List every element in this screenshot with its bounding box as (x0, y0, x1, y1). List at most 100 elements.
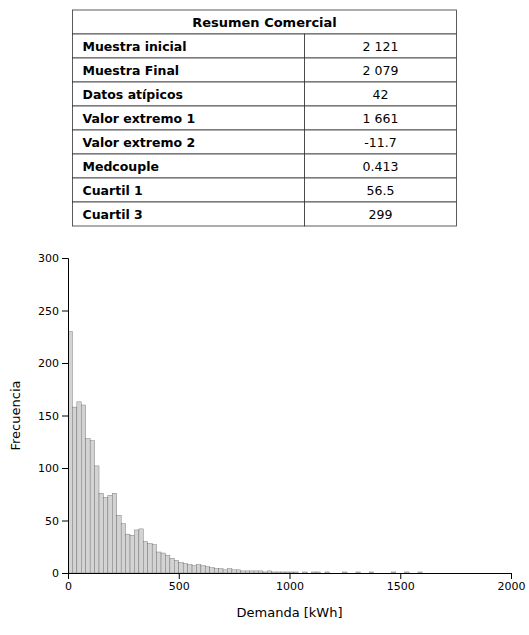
y-tick-mark (62, 468, 68, 469)
histogram-bar (329, 573, 333, 574)
table-row-label: Cuartil 1 (83, 183, 143, 198)
histogram-bar (139, 529, 143, 573)
table-cell (73, 130, 305, 154)
histogram-bar (405, 572, 409, 573)
histogram-bar (365, 573, 369, 574)
histogram-bar (400, 573, 404, 574)
table-cell (305, 178, 457, 202)
table-value: 2 079 (363, 63, 399, 78)
x-axis: 0500100015002000 (65, 573, 526, 593)
histogram-bar (219, 569, 223, 573)
histogram-bar (143, 542, 147, 574)
histogram-bar (130, 535, 134, 573)
table-cell (305, 154, 457, 178)
x-tick-mark (511, 573, 512, 579)
histogram: 0500100015002000050100150200250300Demand… (8, 252, 526, 620)
histogram-bar (258, 571, 262, 573)
histogram-bar (307, 573, 311, 574)
histogram-bar (117, 515, 121, 573)
histogram-bar (103, 497, 107, 573)
y-tick: 0 (52, 567, 68, 580)
y-tick-label: 50 (45, 515, 59, 528)
table-cell (73, 58, 305, 82)
histogram-bar (360, 573, 364, 574)
table-value: 299 (369, 207, 393, 222)
table-cell (73, 154, 305, 178)
table-row-label: Valor extremo 2 (83, 135, 196, 150)
histogram-bar (241, 571, 245, 573)
histogram-bar (267, 571, 271, 573)
x-tick-mark (290, 573, 291, 579)
table-value: 42 (373, 87, 389, 102)
histogram-bar (396, 573, 400, 574)
table-row-label: Datos atípicos (83, 87, 184, 102)
y-axis-title: Frecuencia (8, 381, 23, 451)
y-tick-mark (62, 363, 68, 364)
table-value: 0.413 (363, 159, 399, 174)
table-row: Cuartil 3299 (73, 202, 457, 226)
histogram-bar (161, 553, 165, 573)
histogram-bar (272, 572, 276, 573)
table-cell (305, 130, 457, 154)
histogram-bar (192, 566, 196, 573)
histogram-bar (227, 569, 231, 573)
histogram-bar (86, 439, 90, 573)
y-tick: 200 (38, 357, 68, 370)
y-tick-label: 150 (38, 410, 59, 423)
histogram-bar (188, 565, 192, 573)
histogram-bar (409, 573, 413, 574)
table-title: Resumen Comercial (192, 15, 337, 30)
chart-root: Resumen ComercialMuestra inicial2 121Mue… (0, 0, 529, 635)
histogram-bar (152, 545, 156, 573)
histogram-bar (338, 573, 342, 574)
y-tick-mark (62, 311, 68, 312)
histogram-bar (391, 572, 395, 573)
x-tick: 500 (169, 573, 190, 593)
y-tick-mark (62, 573, 68, 574)
histogram-bar (254, 571, 258, 573)
table-cell (73, 82, 305, 106)
histogram-bar (183, 564, 187, 573)
histogram-bar (126, 534, 130, 573)
table-value: 1 661 (363, 111, 399, 126)
histogram-bar (245, 571, 249, 573)
histogram-bar (196, 565, 200, 573)
table-title-cell (73, 10, 457, 34)
table-row: Datos atípicos 42 (73, 82, 457, 106)
histogram-bar (170, 558, 174, 573)
table-cell (73, 178, 305, 202)
x-tick: 1500 (387, 573, 415, 593)
histogram-bar (369, 572, 373, 573)
x-tick-label: 0 (65, 580, 72, 593)
table-value: -11.7 (364, 135, 396, 150)
y-tick: 300 (38, 252, 68, 265)
table-row: Valor extremo 2 -11.7 (73, 130, 457, 154)
histogram-bar (148, 544, 152, 573)
histogram-bar (232, 570, 236, 573)
table-cell (305, 106, 457, 130)
table-row: Cuartil 156.5 (73, 178, 457, 202)
table-value: 2 121 (363, 39, 399, 54)
table: Resumen ComercialMuestra inicial2 121Mue… (73, 10, 457, 226)
histogram-bar (134, 530, 138, 573)
histogram-bar (72, 407, 76, 573)
histogram-bar (347, 573, 351, 574)
histogram-bar (263, 572, 267, 573)
y-tick-label: 0 (52, 567, 59, 580)
histogram-bar (418, 572, 422, 573)
x-tick-label: 2000 (498, 580, 526, 593)
histogram-bar (157, 552, 161, 573)
table-cell (73, 106, 305, 130)
histogram-bar (285, 572, 289, 573)
histogram-bar (95, 466, 99, 573)
table-cell (305, 58, 457, 82)
histogram-bar (325, 572, 329, 573)
bars (68, 332, 422, 574)
histogram-bar (108, 495, 112, 573)
y-tick: 150 (38, 410, 68, 423)
histogram-bar (378, 573, 382, 574)
histogram-bar (383, 573, 387, 574)
histogram-bar (223, 570, 227, 573)
histogram-bar (298, 573, 302, 574)
x-tick-mark (179, 573, 180, 579)
